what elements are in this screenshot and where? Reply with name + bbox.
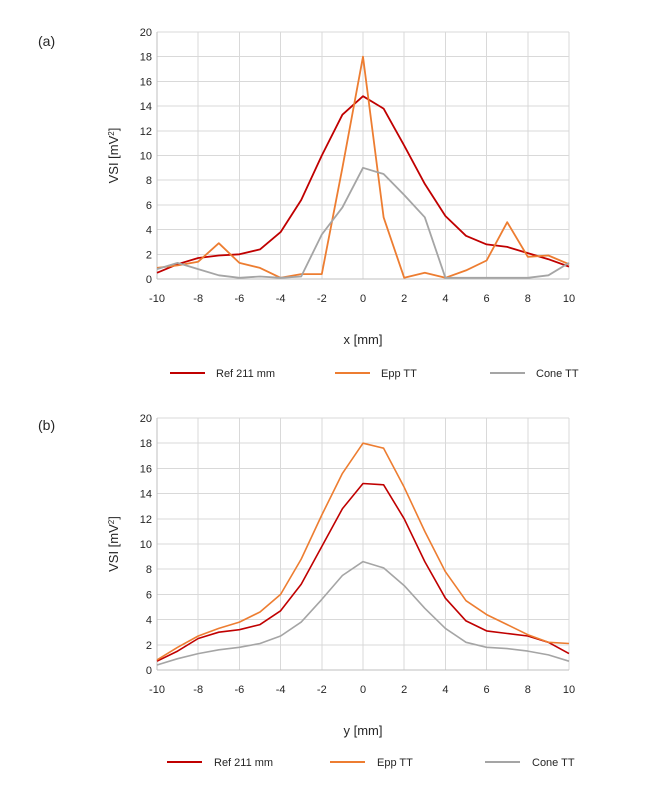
y-tick-label: 4 [146, 615, 152, 627]
y-tick-label: 6 [146, 589, 152, 601]
y-tick-label: 16 [140, 76, 152, 88]
x-tick-label: -6 [235, 684, 245, 696]
x-tick-label: -4 [276, 684, 286, 696]
series-line-epp-tt [156, 442, 570, 661]
x-tick-label: 2 [401, 293, 407, 305]
legend-label: Epp TT [381, 368, 417, 380]
y-tick-label: 6 [146, 200, 152, 212]
x-axis-title: x [mm] [344, 332, 383, 347]
x-tick-label: 4 [442, 684, 448, 696]
x-tick-label: 0 [360, 684, 366, 696]
y-tick-label: 18 [140, 438, 152, 450]
series-line-ref-211-mm [156, 482, 570, 662]
x-tick-label: -2 [317, 684, 327, 696]
x-tick-label: -2 [317, 293, 327, 305]
x-tick-label: 6 [484, 293, 490, 305]
y-axis-title: VSI [mV2] [106, 128, 121, 184]
legend-label: Epp TT [377, 757, 413, 769]
legend-label: Cone TT [536, 368, 579, 380]
y-tick-label: 20 [140, 27, 152, 39]
y-tick-label: 8 [146, 175, 152, 187]
y-tick-label: 14 [140, 101, 152, 113]
series-line-ref-211-mm [156, 95, 570, 274]
x-tick-label: -4 [276, 293, 286, 305]
legend-label: Cone TT [532, 757, 575, 769]
x-tick-label: 10 [563, 293, 575, 305]
y-tick-label: 20 [140, 413, 152, 425]
x-tick-label: 8 [525, 293, 531, 305]
y-tick-label: 0 [146, 274, 152, 286]
x-tick-label: -6 [235, 293, 245, 305]
x-axis-title: y [mm] [344, 723, 383, 738]
y-tick-label: 12 [140, 126, 152, 138]
panel-label: (a) [38, 33, 55, 49]
x-tick-label: 4 [442, 293, 448, 305]
y-tick-label: 2 [146, 249, 152, 261]
y-tick-label: 14 [140, 489, 152, 501]
legend-label: Ref 211 mm [216, 368, 275, 380]
y-tick-label: 12 [140, 514, 152, 526]
series-line-epp-tt [156, 55, 570, 279]
x-tick-label: 10 [563, 684, 575, 696]
x-tick-label: 2 [401, 684, 407, 696]
x-tick-label: -8 [193, 684, 203, 696]
y-tick-label: 10 [140, 151, 152, 163]
y-tick-label: 0 [146, 665, 152, 677]
x-tick-label: -10 [149, 684, 165, 696]
x-tick-label: -10 [149, 293, 165, 305]
y-tick-label: 8 [146, 564, 152, 576]
y-tick-label: 10 [140, 539, 152, 551]
y-axis-title: VSI [mV2] [106, 516, 121, 572]
chart-panel-a: (a) -10 -8 -6 -4 -2 0 2 4 6 8 10 0 2 4 6 8 10 12 14 16 18 20 x … [38, 27, 579, 380]
x-tick-label: -8 [193, 293, 203, 305]
x-tick-label: 0 [360, 293, 366, 305]
panel-label: (b) [38, 417, 55, 433]
x-tick-label: 8 [525, 684, 531, 696]
y-tick-label: 2 [146, 640, 152, 652]
y-tick-label: 4 [146, 225, 152, 237]
y-tick-label: 18 [140, 52, 152, 64]
legend-label: Ref 211 mm [214, 757, 273, 769]
y-tick-label: 16 [140, 463, 152, 475]
series-line-cone-tt [156, 166, 570, 279]
x-tick-label: 6 [484, 684, 490, 696]
series-line-cone-tt [156, 560, 570, 666]
chart-panel-b: (b) -10 -8 -6 -4 -2 0 2 4 6 8 10 0 2 4 6 8 10 12 14 16 18 20 y … [38, 413, 575, 769]
